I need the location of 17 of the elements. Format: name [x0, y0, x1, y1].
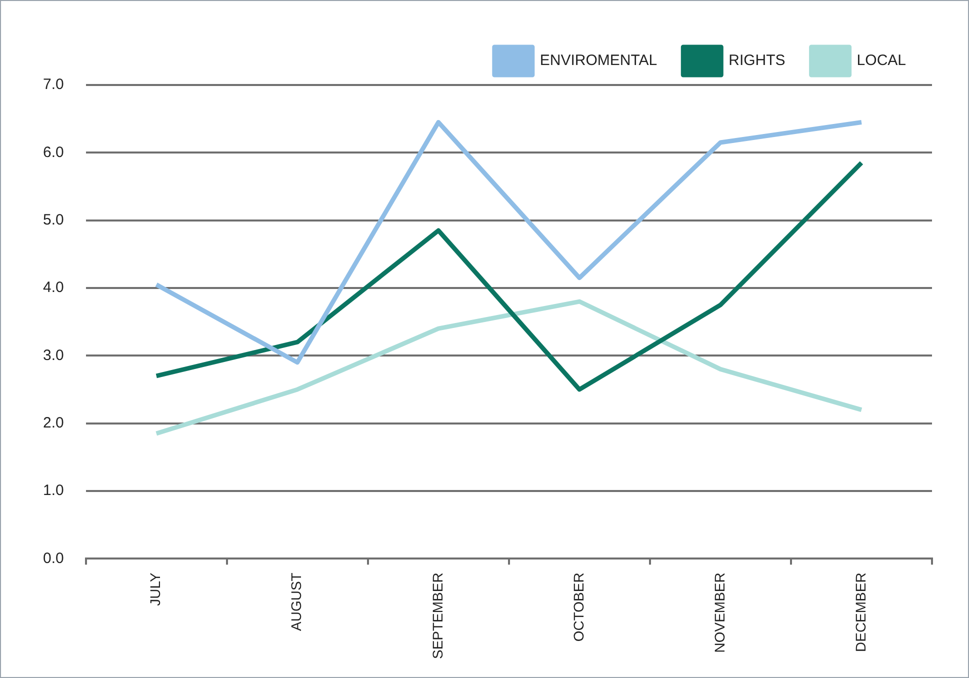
legend-label: LOCAL [856, 52, 906, 70]
x-tick-label: SEPTEMBER [429, 572, 446, 660]
y-tick-label: 2.0 [42, 414, 64, 432]
y-tick-label: 3.0 [42, 346, 64, 364]
x-tick-label: DECEMBER [852, 572, 868, 652]
legend-label: RIGHTS [728, 52, 786, 70]
x-tick-label: OCTOBER [570, 572, 586, 642]
x-tick-label: NOVEMBER [711, 572, 728, 653]
y-tick-label: 5.0 [42, 211, 64, 228]
y-tick-label: 7.0 [42, 76, 64, 94]
x-tick-label: AUGUST [288, 572, 304, 631]
y-tick-label: 0.0 [42, 550, 64, 567]
x-tick-label: JULY [147, 572, 164, 606]
y-tick-label: 6.0 [42, 144, 64, 161]
y-tick-label: 1.0 [42, 482, 64, 500]
y-tick-label: 4.0 [42, 279, 64, 296]
legend-label: ENVIROMENTAL [540, 52, 658, 70]
